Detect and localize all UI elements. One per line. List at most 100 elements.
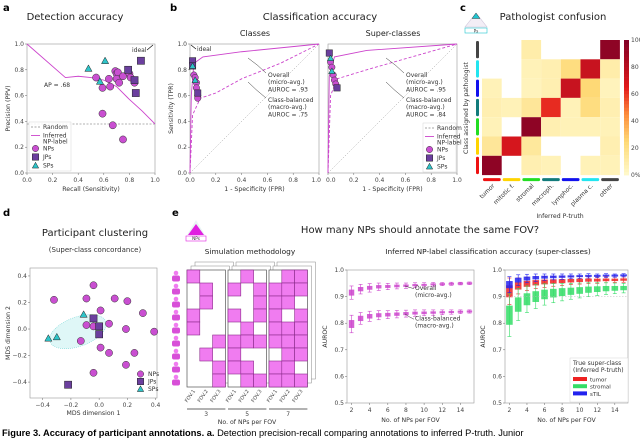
colorbar-segment — [624, 43, 629, 48]
ap-annotation: AP = .68 — [44, 82, 70, 89]
x-tick-label: 1.0 — [452, 177, 462, 184]
assigned-cell — [240, 269, 254, 284]
colorbar-segment — [624, 87, 629, 91]
assigned-cell — [212, 360, 226, 375]
y-tick-label: 0.2 — [177, 144, 187, 151]
legend-title: (Inferred P-truth) — [573, 367, 624, 374]
colorbar-segment — [624, 124, 629, 129]
x-tick-label: 10 — [420, 407, 428, 414]
y-axis-label: MDS dimension 2 — [5, 306, 12, 360]
box-stromal — [620, 285, 627, 291]
np-point — [108, 121, 117, 130]
sp-point — [136, 385, 145, 392]
np-point — [106, 82, 115, 91]
colorbar-segment — [624, 117, 629, 122]
box-stromal — [523, 293, 531, 306]
group-label: 7 — [286, 411, 290, 418]
heatmap-cell — [482, 136, 502, 156]
overall-pointer — [404, 285, 415, 289]
jp-point — [130, 76, 139, 84]
y-tick-label: 0.0 — [17, 326, 27, 333]
colorbar-tick-label: 60 — [631, 91, 639, 98]
panel-b-title: Classification accuracy — [263, 12, 378, 23]
colorbar-tick-label: 80 — [631, 64, 639, 71]
heatmap-cell — [600, 155, 620, 176]
box-stil — [620, 274, 627, 277]
box-classbalancedmacroavg — [466, 310, 473, 313]
colorbar-segment — [624, 151, 629, 156]
panel-d-subtitle: (Super-class concordance) — [49, 246, 142, 254]
y-tick-label: 0.9 — [334, 294, 344, 301]
box-stromal — [541, 289, 548, 300]
legend-swatch — [573, 384, 587, 389]
y-tick-label: 0.2 — [14, 144, 24, 151]
box-stil — [602, 274, 610, 277]
jp-point — [131, 89, 140, 97]
x-axis-label: No. of NPs per FOV — [537, 417, 596, 424]
x-tick-label: 0.0 — [94, 402, 104, 409]
assigned-cell — [199, 295, 213, 310]
x-tick-label: 0.0 — [22, 177, 32, 184]
participant-icon-body — [172, 340, 180, 347]
panel-letter-c: c — [460, 3, 466, 14]
x-tick-label: 2 — [507, 407, 511, 414]
jp-point — [124, 65, 132, 74]
box-classbalancedmacroavg — [448, 311, 455, 314]
assigned-cell — [227, 347, 242, 362]
overall-pointer — [385, 57, 405, 74]
participant-icon-head — [173, 361, 179, 367]
x-tick-label: 0.6 — [401, 177, 411, 184]
colorbar-segment — [624, 77, 629, 81]
np-point — [32, 145, 39, 152]
ps-label-box — [464, 27, 488, 34]
plot-frame — [327, 43, 458, 174]
fov-label: FOV.1 — [225, 389, 238, 404]
row-class-swatch — [476, 60, 479, 78]
heatmap-cell — [541, 59, 561, 79]
box-stromal — [567, 287, 575, 295]
np-point — [105, 74, 113, 83]
colorbar-segment — [624, 70, 629, 75]
x-axis-label: 1 - Specificity (FPR) — [224, 186, 284, 193]
assigned-cell — [227, 308, 242, 323]
participant-icon-body — [172, 366, 180, 373]
caption-bold: Figure 3. Accuracy of participant annota… — [2, 428, 215, 438]
assigned-cell — [253, 334, 267, 349]
assigned-cell — [268, 373, 283, 388]
np-point — [105, 319, 113, 328]
x-tick-label: 6 — [543, 407, 547, 414]
legend-label: Inferred — [43, 133, 67, 140]
overall-annotation: Overall — [406, 72, 428, 79]
box-tumor — [514, 282, 522, 290]
panel-d-title: Participant clustering — [42, 228, 148, 239]
x-tick-label: 0.6 — [263, 177, 273, 184]
plot-frame — [346, 269, 475, 404]
colorbar-segment — [624, 53, 629, 58]
assigned-cell — [253, 282, 267, 297]
y-tick-label: 0.8 — [334, 320, 344, 327]
panel-letter-b: b — [170, 3, 177, 14]
box-classbalancedmacroavg — [348, 320, 355, 328]
colorbar-segment — [624, 141, 629, 146]
assigned-cell — [268, 308, 283, 323]
y-tick-label: 0.2 — [17, 299, 27, 306]
assigned-cell — [240, 373, 254, 388]
classes-subtitle: Classes — [240, 29, 270, 38]
column-class-swatch — [522, 178, 541, 182]
sp-point — [31, 161, 40, 169]
box-stil — [550, 275, 557, 279]
colorbar-segment — [624, 104, 629, 108]
box-tumor — [620, 278, 627, 281]
sp-point — [101, 56, 110, 64]
assigned-cell — [268, 321, 283, 336]
y-tick-label: 0.6 — [177, 93, 187, 100]
heatmap-cell — [541, 155, 561, 176]
legend-label: NPs — [437, 147, 448, 154]
np-point — [123, 297, 132, 306]
y-tick-label: 0.6 — [492, 373, 502, 380]
heatmap-cell — [541, 117, 561, 137]
x-tick-label: 0.0 — [326, 177, 336, 184]
assigned-cell — [281, 282, 295, 297]
np-icon: NPs — [185, 220, 207, 242]
assigned-cell — [227, 282, 242, 297]
